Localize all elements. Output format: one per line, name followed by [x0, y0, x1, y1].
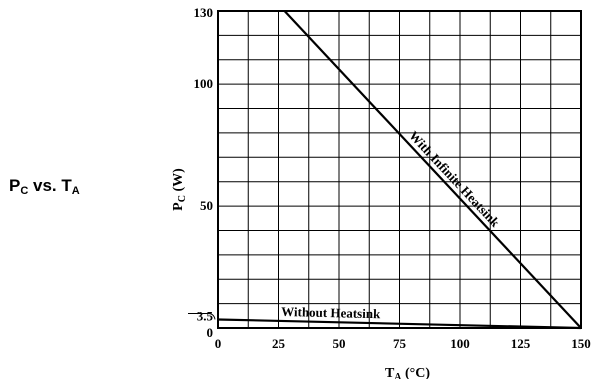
series-line-without-heatsink [217, 318, 582, 330]
plot-frame [217, 10, 582, 329]
y-tick-label: 100 [194, 76, 214, 91]
axis-labels: TA (°C) PC (W) [171, 168, 430, 379]
x-axis-label: TA (°C) [385, 366, 430, 379]
y-axis-label: PC (W) [171, 168, 188, 211]
x-tick-label: 0 [215, 336, 222, 351]
grid-lines [218, 11, 581, 328]
series-layer [217, 10, 582, 330]
x-tick-label: 25 [272, 336, 286, 351]
x-tick-label: 75 [393, 336, 407, 351]
x-tick-label: 150 [571, 336, 591, 351]
chart-side-title: PC vs. TA [9, 176, 80, 197]
annotation-with-infinite-heatsink: With Infinite Heatsink [406, 128, 503, 230]
tick-leader-3-5 [188, 312, 216, 320]
x-tick-label: 50 [333, 336, 346, 351]
y-tick-label: 0 [207, 325, 214, 340]
annotation-without-heatsink: Without Heatsink [281, 304, 381, 321]
x-tick-label: 125 [511, 336, 531, 351]
y-tick-label: 130 [194, 5, 214, 20]
x-tick-label: 100 [450, 336, 470, 351]
y-tick-label: 50 [200, 198, 213, 213]
y-tick-label: 3.5 [197, 308, 214, 323]
series-line-with-infinite-heatsink [283, 10, 582, 329]
